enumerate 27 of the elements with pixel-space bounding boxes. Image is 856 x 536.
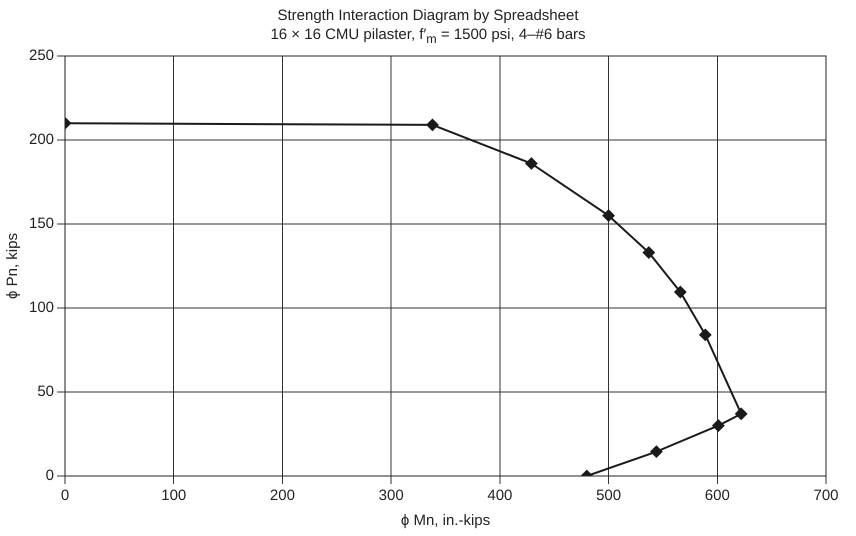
x-tick-label: 200: [270, 487, 295, 504]
y-tick-label: 50: [37, 383, 54, 400]
point: [712, 420, 724, 432]
point: [602, 210, 615, 222]
point: [699, 328, 712, 341]
x-tick-label: 100: [161, 487, 186, 504]
point: [642, 246, 655, 259]
y-tick-label: 200: [28, 131, 54, 148]
x-tick-label: 0: [60, 487, 70, 504]
x-tick-label: 400: [487, 487, 512, 504]
point: [735, 408, 748, 420]
x-tick-label: 700: [813, 487, 839, 504]
point: [674, 286, 686, 298]
y-tick-label: 250: [28, 47, 54, 64]
y-tick-label: 0: [46, 467, 54, 484]
y-tick-label: 150: [28, 215, 54, 232]
chart-title: Strength Interaction Diagram by Spreadsheet: [276, 6, 580, 25]
x-axis-title: ϕ Mn, in.-kips: [400, 512, 490, 530]
y-axis-title: ϕ Pn, kips: [4, 233, 22, 299]
x-tick-label: 500: [596, 487, 622, 504]
chart-subtitle: 16 × 16 CMU pilaster, f′$_{m}$ = 1500 psi, 4–#6 bars: [269, 25, 587, 48]
x-tick-label: 300: [378, 487, 404, 504]
point: [650, 446, 662, 458]
point: [426, 118, 438, 131]
point: [525, 158, 538, 170]
x-tick-label: 600: [704, 487, 730, 504]
y-tick-label: 100: [28, 299, 54, 316]
